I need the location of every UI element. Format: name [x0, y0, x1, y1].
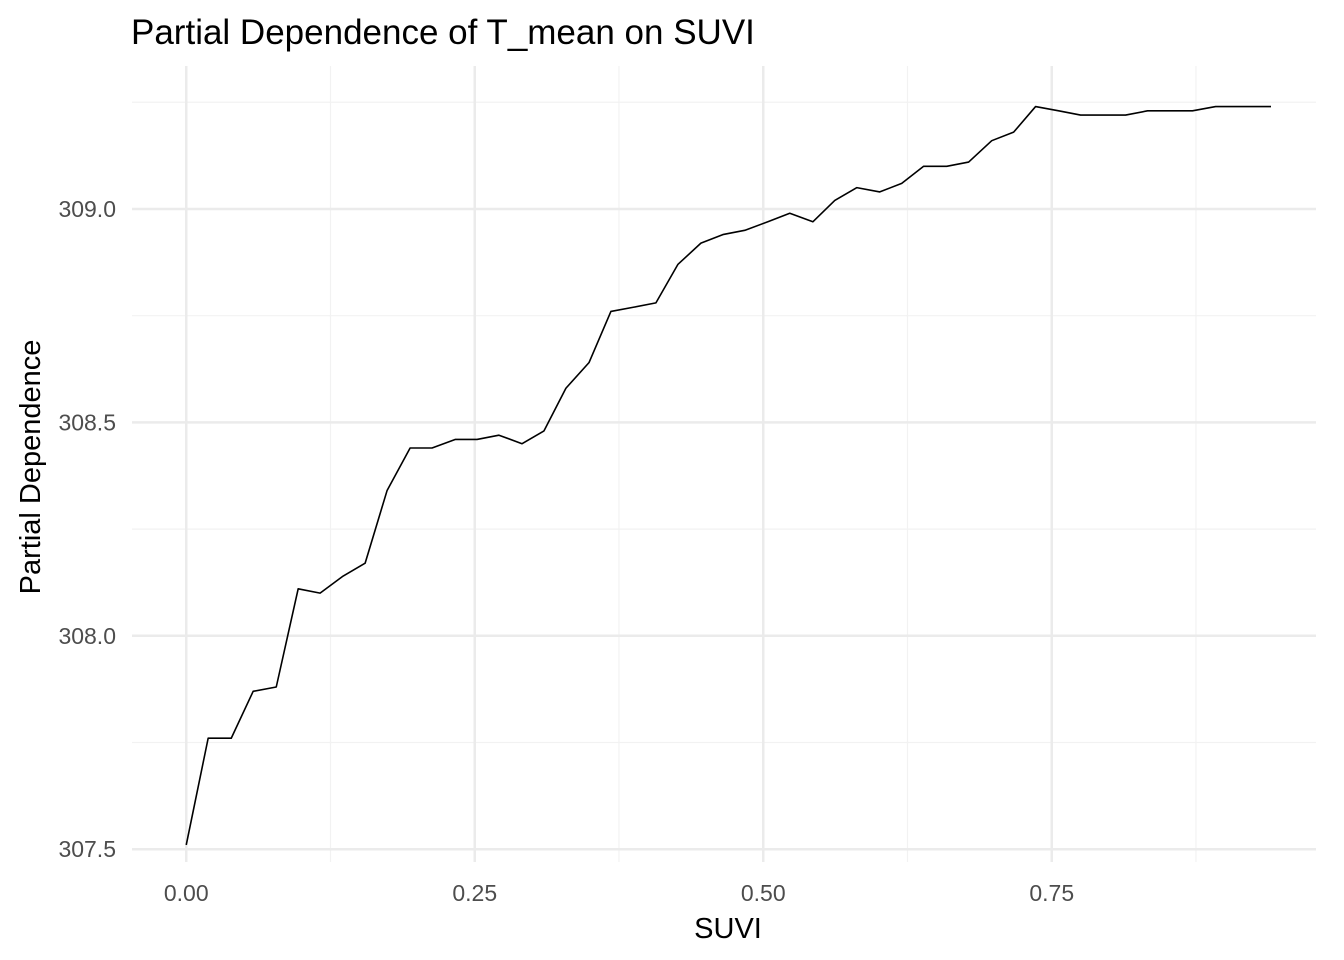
x-tick-label: 0.75 — [1029, 880, 1074, 906]
y-axis-tick-labels: 307.5 308.0 308.5 309.0 — [58, 196, 116, 862]
x-tick-label: 0.00 — [164, 880, 209, 906]
x-axis-tick-labels: 0.00 0.25 0.50 0.75 — [164, 880, 1074, 906]
y-tick-label: 307.5 — [58, 836, 116, 862]
x-tick-label: 0.50 — [741, 880, 786, 906]
y-tick-label: 308.5 — [58, 409, 116, 435]
chart-title: Partial Dependence of T_mean on SUVI — [131, 13, 755, 52]
minor-gridlines — [132, 66, 1316, 862]
major-gridlines — [132, 66, 1316, 862]
y-tick-label: 308.0 — [58, 623, 116, 649]
y-axis-title: Partial Dependence — [15, 340, 47, 595]
x-axis-title: SUVI — [694, 913, 762, 945]
y-tick-label: 309.0 — [58, 196, 116, 222]
partial-dependence-line — [185, 105, 1271, 846]
x-tick-label: 0.25 — [452, 880, 497, 906]
